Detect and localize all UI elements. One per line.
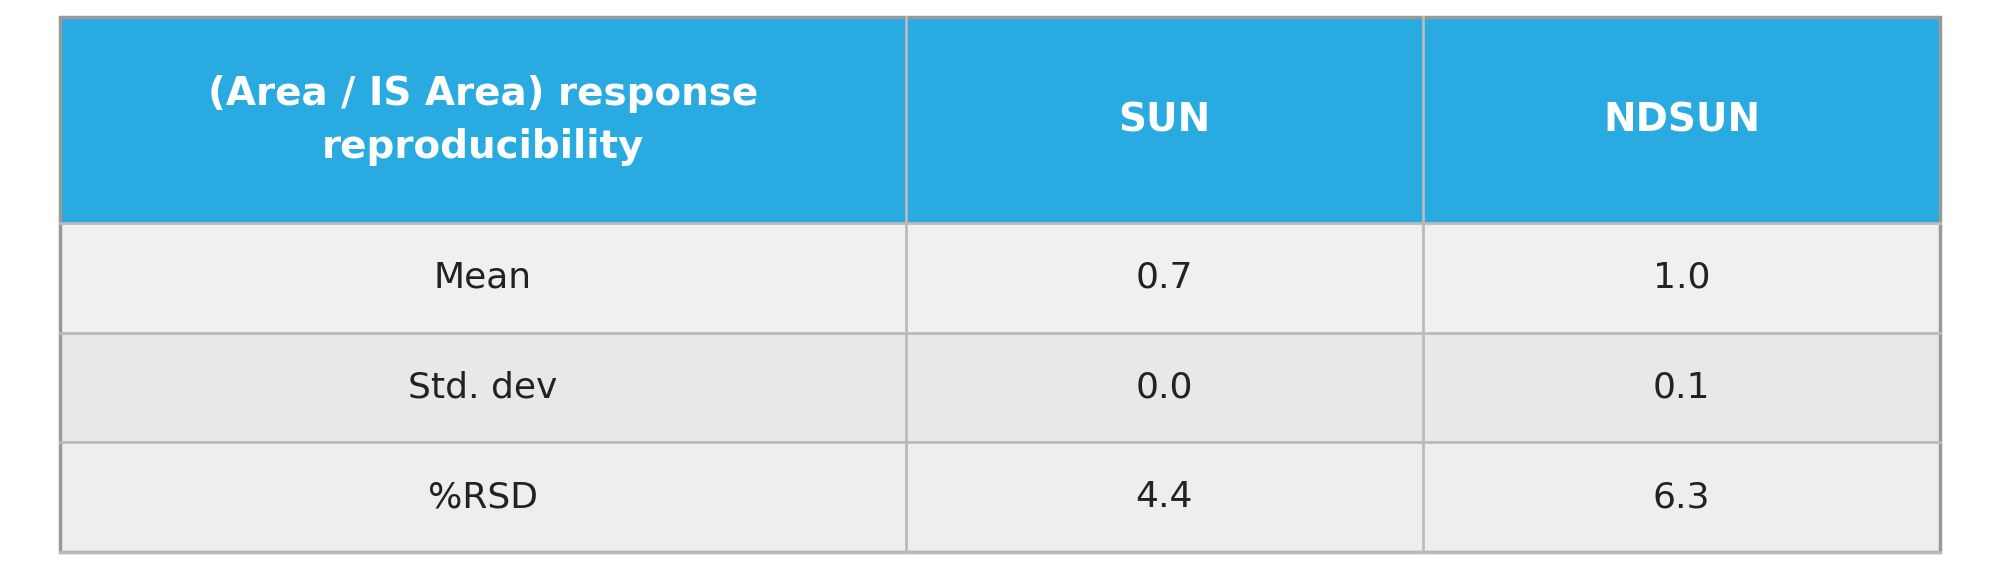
Bar	[1424, 333, 1940, 442]
Bar	[60, 333, 906, 442]
Text: 0.0: 0.0	[1136, 370, 1194, 405]
Text: 0.1: 0.1	[1652, 370, 1710, 405]
Bar	[1424, 442, 1940, 552]
Bar	[60, 223, 906, 333]
Bar	[906, 223, 1424, 333]
Text: (Area / IS Area) response
reproducibility: (Area / IS Area) response reproducibilit…	[208, 75, 758, 166]
Text: 4.4: 4.4	[1136, 480, 1194, 514]
Bar	[60, 442, 906, 552]
Text: 6.3: 6.3	[1652, 480, 1710, 514]
Bar	[60, 17, 906, 223]
Text: NDSUN: NDSUN	[1602, 101, 1760, 139]
Bar	[906, 333, 1424, 442]
Text: %RSD: %RSD	[428, 480, 538, 514]
Text: 1.0: 1.0	[1652, 261, 1710, 295]
Bar	[1424, 17, 1940, 223]
Text: SUN: SUN	[1118, 101, 1210, 139]
Bar	[906, 17, 1424, 223]
Text: Std. dev: Std. dev	[408, 370, 558, 405]
Bar	[906, 442, 1424, 552]
Text: 0.7: 0.7	[1136, 261, 1194, 295]
Bar	[1424, 223, 1940, 333]
Text: Mean: Mean	[434, 261, 532, 295]
